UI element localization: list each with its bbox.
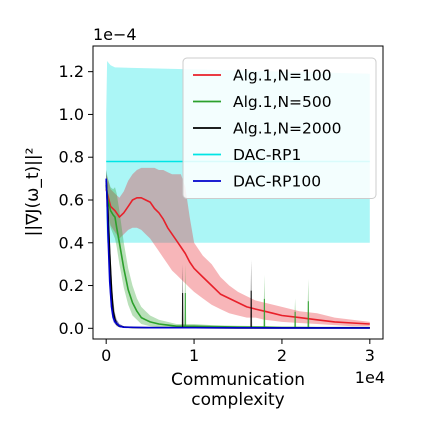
x-axis-label-line: Communication (171, 370, 305, 390)
legend-label-dac-rp1: DAC-RP1 (233, 146, 301, 164)
x-axis-offset-label: 1e4 (355, 368, 385, 387)
series-lines (105, 160, 370, 329)
y-tick-label: 0.2 (59, 276, 84, 295)
y-tick-label: 0.0 (59, 319, 84, 338)
x-tick-label: 0 (101, 346, 111, 365)
series-line-alg-1-n-100 (105, 189, 370, 325)
legend-label-alg-1-n-2000: Alg.1,N=2000 (233, 120, 342, 138)
series-line-dac-rp100 (105, 178, 370, 329)
x-tick-label: 2 (277, 346, 287, 365)
x-tick-label: 3 (365, 346, 375, 365)
y-tick-label: 1.2 (59, 62, 84, 81)
x-tick-label: 1 (189, 346, 199, 365)
legend-label-alg-1-n-500: Alg.1,N=500 (233, 93, 332, 111)
y-axis-label: ||∇J(ω_t)||² (23, 148, 43, 237)
y-axis-offset-label: 1e−4 (93, 25, 137, 44)
plot-frame (92, 45, 384, 340)
legend: Alg.1,N=100 Alg.1,N=500 Alg.1,N=2000 DAC-RP… (182, 57, 377, 199)
y-tick-label: 0.4 (59, 233, 84, 252)
y-tick-label: 1.0 (59, 105, 84, 124)
legend-box (182, 57, 377, 199)
legend-label-dac-rp100: DAC-RP100 (233, 173, 321, 191)
x-axis-label-line: complexity (191, 390, 285, 410)
legend-label-alg-1-n-100: Alg.1,N=100 (233, 67, 332, 85)
x-axis-label: Communication complexity (171, 370, 305, 410)
band-alg-1-n-100 (106, 167, 370, 327)
y-tick-label: 0.8 (59, 148, 84, 167)
x-axis: 0 1 2 3 (101, 339, 375, 365)
y-tick-label: 0.6 (59, 190, 84, 209)
y-axis: 0.0 0.2 0.4 0.6 0.8 1.0 1.2 (59, 62, 93, 338)
band-alg-1-n-500 (106, 170, 370, 329)
